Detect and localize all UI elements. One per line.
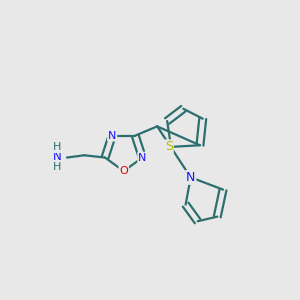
Text: S: S [165,140,173,153]
Text: O: O [119,166,128,176]
Text: H: H [53,142,61,152]
Text: N: N [186,171,195,184]
Text: N: N [52,150,61,163]
Text: N: N [138,153,147,163]
Text: N: N [108,130,116,141]
Text: H: H [53,162,61,172]
